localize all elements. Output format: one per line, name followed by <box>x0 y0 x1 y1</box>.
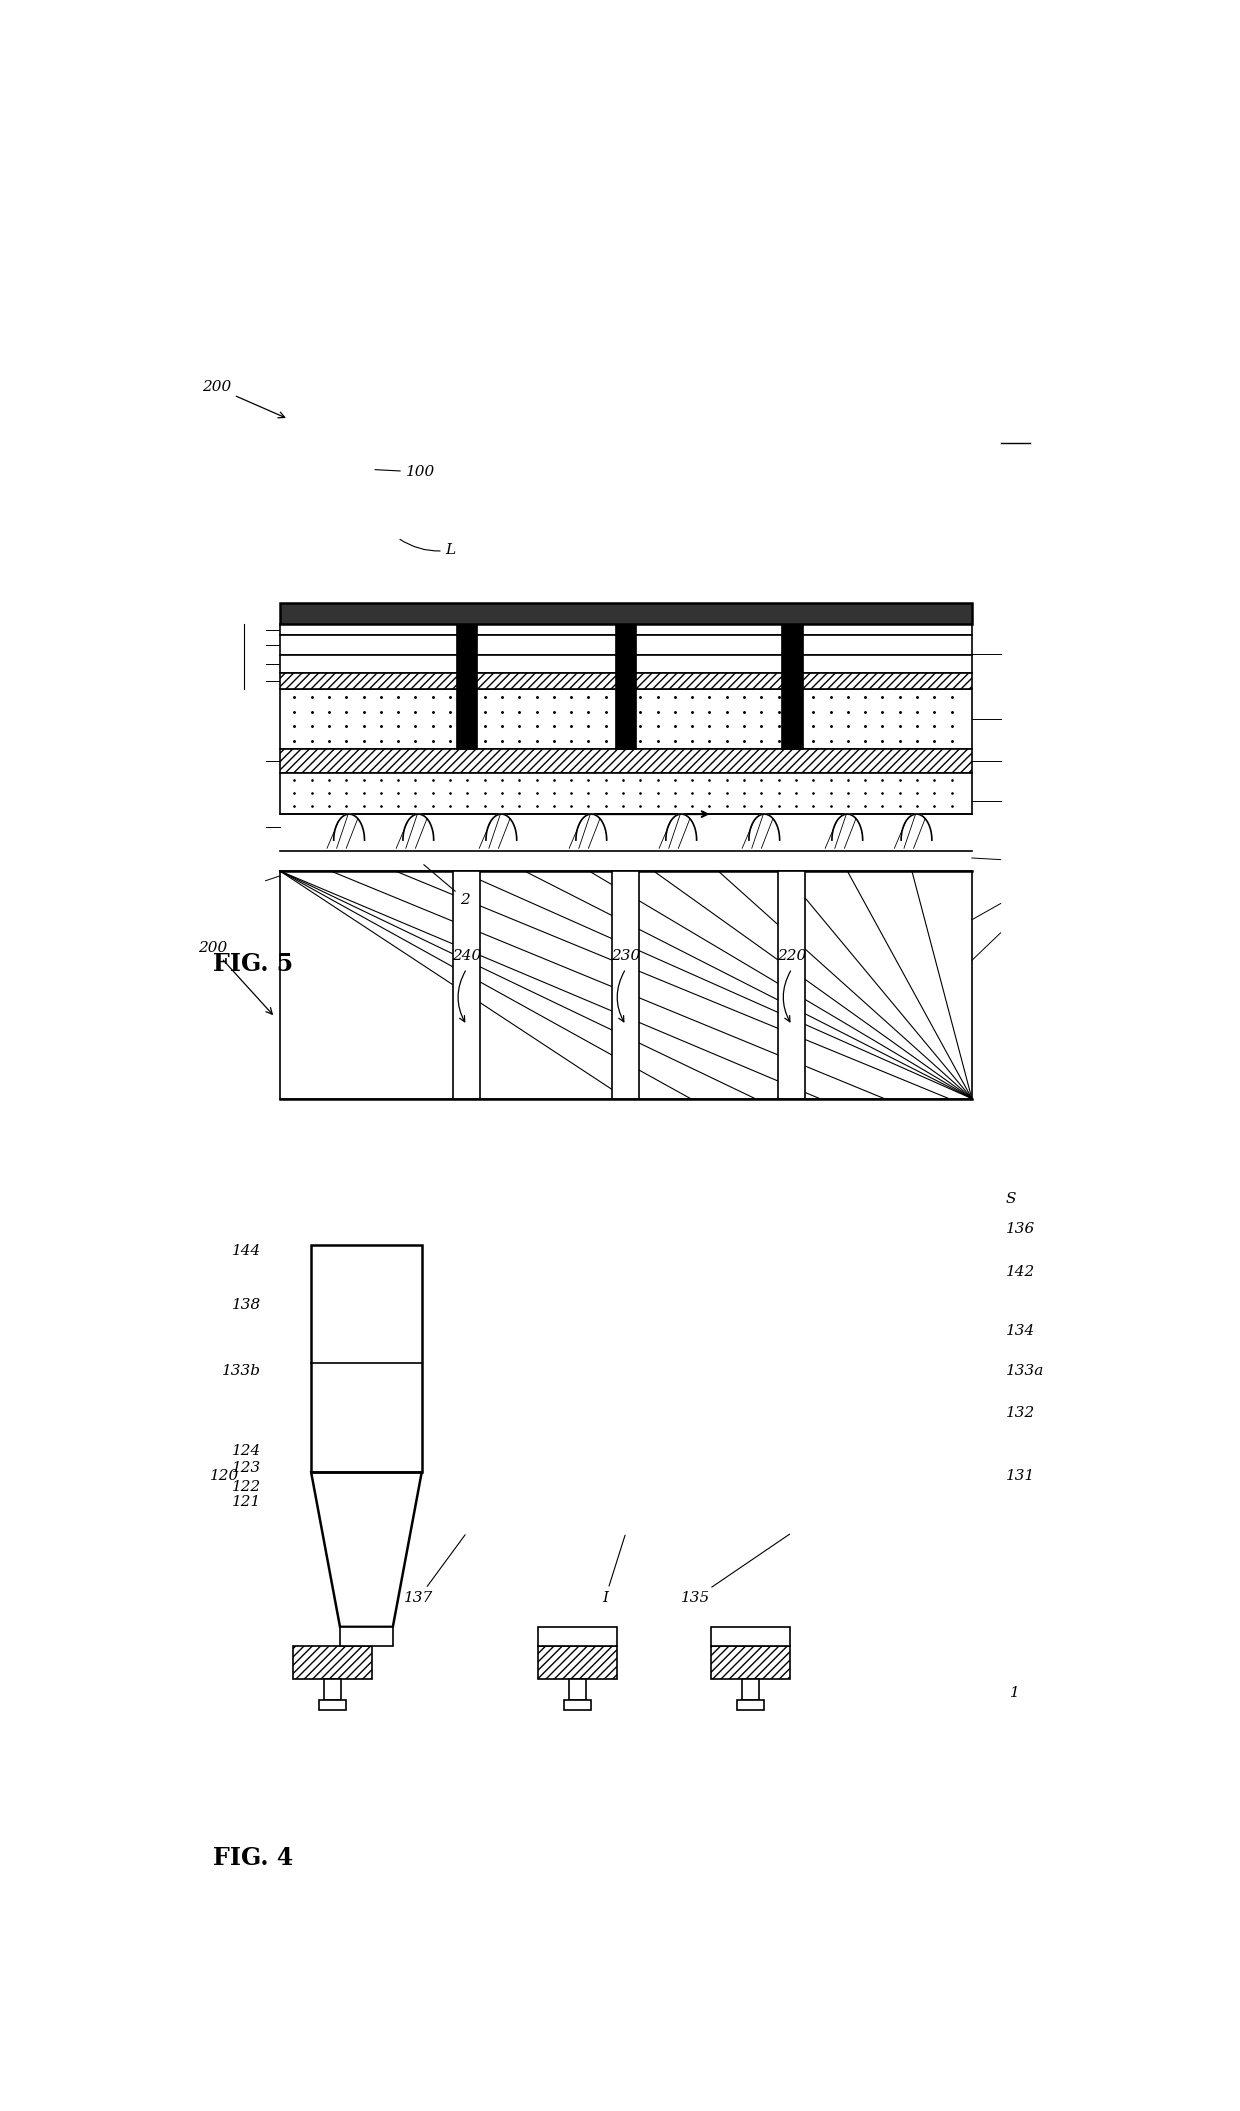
Bar <box>569 1678 587 1699</box>
Text: 2: 2 <box>424 866 470 906</box>
Text: 200: 200 <box>202 380 285 418</box>
Bar <box>779 872 806 1098</box>
Text: L: L <box>401 538 456 557</box>
Text: 220: 220 <box>777 950 806 963</box>
Bar <box>564 1699 591 1710</box>
Text: 134: 134 <box>1006 1324 1034 1338</box>
Bar <box>615 625 636 749</box>
Text: FIG. 4: FIG. 4 <box>213 1847 293 1870</box>
Bar <box>280 749 972 773</box>
Bar <box>743 1678 759 1699</box>
Bar <box>340 1628 393 1647</box>
Text: 133b: 133b <box>222 1364 260 1378</box>
Polygon shape <box>666 815 697 840</box>
Bar <box>280 635 972 654</box>
Text: 122: 122 <box>232 1480 260 1495</box>
Text: 120: 120 <box>211 1469 239 1482</box>
Bar <box>280 673 972 688</box>
Bar <box>712 1628 790 1647</box>
Text: 132: 132 <box>1006 1406 1034 1421</box>
Polygon shape <box>749 815 780 840</box>
Text: 142: 142 <box>1006 1264 1034 1279</box>
Text: I: I <box>603 1535 625 1606</box>
Text: 136: 136 <box>1006 1222 1034 1235</box>
Bar <box>738 1699 764 1710</box>
Polygon shape <box>403 815 434 840</box>
Bar <box>280 872 972 1098</box>
Text: 121: 121 <box>232 1495 260 1509</box>
Bar <box>280 604 972 625</box>
Bar <box>454 872 480 1098</box>
Polygon shape <box>334 815 365 840</box>
Bar <box>294 1647 372 1678</box>
Text: 1: 1 <box>1011 1687 1021 1699</box>
Bar <box>320 1699 346 1710</box>
Text: 144: 144 <box>232 1243 260 1258</box>
Text: S: S <box>1006 1193 1016 1205</box>
Polygon shape <box>832 815 863 840</box>
Text: 240: 240 <box>453 950 481 963</box>
Text: 131: 131 <box>1006 1469 1034 1482</box>
Bar <box>280 773 972 815</box>
Text: 100: 100 <box>374 464 435 479</box>
Text: 124: 124 <box>232 1444 260 1459</box>
Text: 135: 135 <box>681 1535 790 1606</box>
Bar <box>538 1647 618 1678</box>
Bar <box>280 654 972 673</box>
Text: 137: 137 <box>404 1535 465 1606</box>
Bar <box>712 1647 790 1678</box>
Polygon shape <box>486 815 517 840</box>
Text: 133a: 133a <box>1006 1364 1044 1378</box>
Bar <box>613 872 640 1098</box>
Bar <box>280 625 972 635</box>
Bar <box>781 625 802 749</box>
Text: 230: 230 <box>611 950 641 963</box>
Bar <box>280 688 972 749</box>
Bar <box>538 1628 618 1647</box>
Bar <box>311 1245 422 1473</box>
Text: FIG. 5: FIG. 5 <box>213 952 293 975</box>
Bar <box>324 1678 341 1699</box>
Text: 123: 123 <box>232 1461 260 1476</box>
Polygon shape <box>575 815 606 840</box>
Text: 138: 138 <box>232 1298 260 1313</box>
Polygon shape <box>901 815 932 840</box>
Text: 200: 200 <box>198 942 273 1013</box>
Bar <box>456 625 477 749</box>
